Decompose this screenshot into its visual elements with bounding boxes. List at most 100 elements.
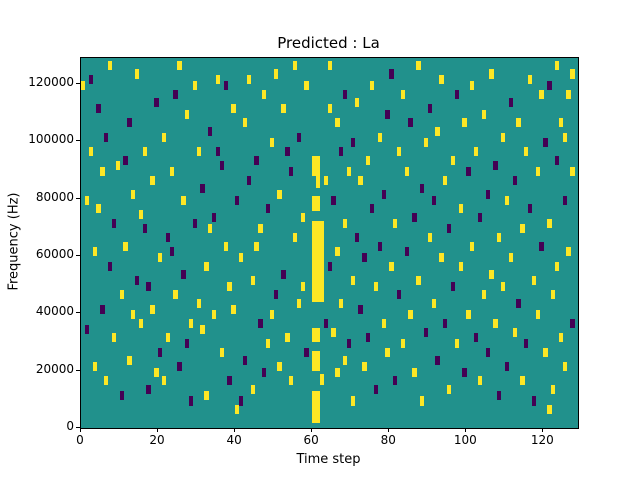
heatmap-cell (423, 327, 429, 337)
heatmap-cell (339, 298, 344, 309)
heatmap-cell (277, 362, 282, 372)
heatmap-cell (346, 339, 352, 349)
heatmap-cell (211, 310, 217, 320)
heatmap-cell (265, 204, 271, 214)
heatmap-cell (543, 138, 548, 148)
heatmap-cell (362, 253, 367, 263)
heatmap-cell (562, 195, 567, 205)
heatmap-cell (281, 103, 286, 113)
heatmap-cell (527, 75, 533, 85)
heatmap-cell (396, 146, 402, 156)
heatmap-cell (427, 232, 433, 243)
heatmap-cell (316, 169, 321, 188)
heatmap-cell (481, 109, 487, 119)
heatmap-cell (454, 339, 460, 349)
heatmap-cell (408, 310, 413, 320)
heatmap-cell (531, 396, 537, 406)
heatmap-cell (389, 261, 394, 271)
heatmap-cell (254, 241, 259, 251)
heatmap-cell (138, 210, 144, 220)
heatmap-cell (296, 132, 302, 142)
heatmap-cell (119, 290, 124, 300)
heatmap-cell (335, 118, 340, 128)
heatmap-cell (304, 80, 309, 91)
heatmap-cell (396, 290, 402, 300)
heatmap-cell (470, 80, 475, 91)
heatmap-cell (262, 89, 267, 99)
heatmap-cell (127, 118, 132, 128)
heatmap-cell (134, 69, 140, 79)
heatmap-cell (107, 261, 113, 271)
chart-title: Predicted : La (277, 34, 380, 52)
y-tick-label: 100000 (28, 132, 74, 147)
heatmap-cell (258, 319, 263, 329)
heatmap-cell (327, 60, 332, 70)
heatmap-cell (527, 204, 533, 214)
x-tick-label: 60 (303, 433, 319, 447)
heatmap-cell (96, 204, 101, 214)
heatmap-cell (431, 195, 436, 205)
heatmap-cell (389, 69, 394, 79)
heatmap-cell (238, 253, 244, 263)
heatmap-cell (111, 218, 117, 228)
heatmap-cell (177, 60, 182, 70)
heatmap-cell (381, 189, 386, 200)
x-tick-label: 40 (226, 433, 242, 447)
x-tick-mark (311, 428, 313, 432)
heatmap-cell (104, 376, 109, 386)
heatmap-cell (539, 89, 544, 99)
heatmap-cell (223, 80, 228, 91)
heatmap-cell (393, 218, 398, 228)
heatmap-cell (358, 304, 363, 314)
heatmap-cell (366, 333, 371, 343)
heatmap-cell (339, 146, 344, 156)
heatmap-cell (304, 347, 309, 357)
heatmap-cell (439, 75, 444, 85)
heatmap-cell (142, 146, 147, 156)
heatmap-cell (289, 376, 294, 386)
heatmap-cell (235, 405, 240, 415)
x-tick-mark (388, 428, 390, 432)
heatmap-cell (535, 166, 540, 177)
x-tick-mark (465, 428, 467, 432)
heatmap-cell (369, 80, 375, 91)
heatmap-cell (385, 109, 390, 119)
heatmap-cell (169, 247, 174, 257)
heatmap-cell (547, 405, 552, 415)
heatmap-cell (84, 195, 90, 205)
heatmap-cell (142, 224, 147, 234)
x-tick-label: 120 (530, 433, 554, 447)
y-tick-mark (76, 197, 80, 199)
heatmap-cell (342, 89, 348, 99)
heatmap-cell (477, 212, 483, 222)
heatmap-cell (173, 290, 178, 300)
heatmap-cell (161, 132, 167, 142)
heatmap-cell (539, 241, 544, 251)
heatmap-cell (470, 241, 475, 251)
heatmap-cell (192, 80, 198, 91)
heatmap-cell (566, 247, 571, 257)
heatmap-cell (439, 253, 444, 263)
heatmap-cell (134, 275, 140, 286)
heatmap-cell (285, 146, 290, 156)
heatmap-cell (296, 298, 302, 309)
heatmap-cell (150, 304, 155, 314)
x-tick-label: 0 (76, 433, 84, 447)
heatmap-cell (312, 195, 321, 211)
heatmap-cell (423, 138, 429, 148)
heatmap-cell (331, 327, 336, 337)
heatmap-cell (323, 175, 329, 185)
heatmap-cell (181, 270, 186, 280)
heatmap-cell (420, 396, 425, 406)
y-tick-mark (76, 82, 80, 84)
x-tick-label: 80 (380, 433, 396, 447)
heatmap-cell (154, 98, 159, 108)
heatmap-cell (285, 333, 290, 343)
heatmap-cell (312, 327, 321, 343)
heatmap-cell (342, 218, 348, 228)
heatmap-cell (435, 126, 440, 136)
heatmap-cell (131, 310, 136, 320)
heatmap-cell (393, 376, 398, 386)
y-tick-label: 40000 (35, 304, 74, 319)
heatmap-cell (100, 304, 105, 314)
